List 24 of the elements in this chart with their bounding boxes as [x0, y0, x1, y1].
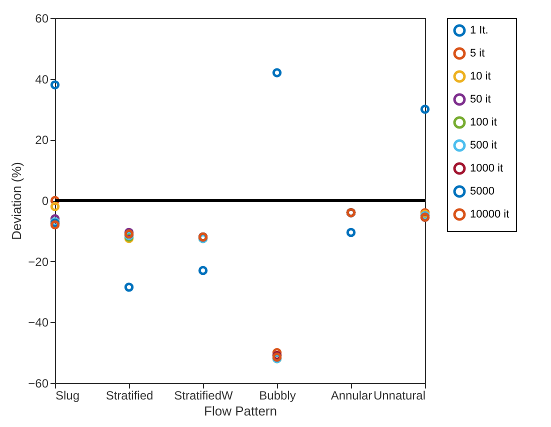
y-tick-label: 20 [35, 133, 49, 148]
legend-label: 500 it [470, 140, 497, 152]
legend-label: 10000 it [470, 208, 510, 220]
x-tick-label: Stratified [106, 388, 154, 402]
y-tick-label: −20 [28, 254, 49, 269]
y-axis-title: Deviation (%) [9, 162, 24, 240]
y-tick-label: 60 [35, 12, 49, 26]
x-tick-label: Annular [330, 388, 372, 402]
legend-label: 100 it [470, 116, 497, 128]
y-tick-label: 40 [35, 72, 49, 86]
y-tick-label: −40 [28, 316, 49, 330]
x-tick-label: Bubbly [259, 388, 296, 402]
legend-label: 50 it [470, 94, 491, 106]
legend-label: 1 It. [470, 24, 488, 36]
x-tick-label: Unnatural [373, 388, 426, 402]
y-tick-label: −60 [28, 376, 49, 390]
legend-label: 5000 [470, 186, 494, 198]
x-tick-label: Slug [56, 388, 80, 402]
x-axis-title: Flow Pattern [204, 404, 277, 418]
y-tick-label: 0 [42, 194, 49, 208]
legend-label: 5 it [470, 48, 485, 60]
x-tick-label: StratifiedW [174, 388, 234, 402]
legend-label: 1000 it [470, 162, 504, 174]
legend-label: 10 it [470, 70, 491, 82]
